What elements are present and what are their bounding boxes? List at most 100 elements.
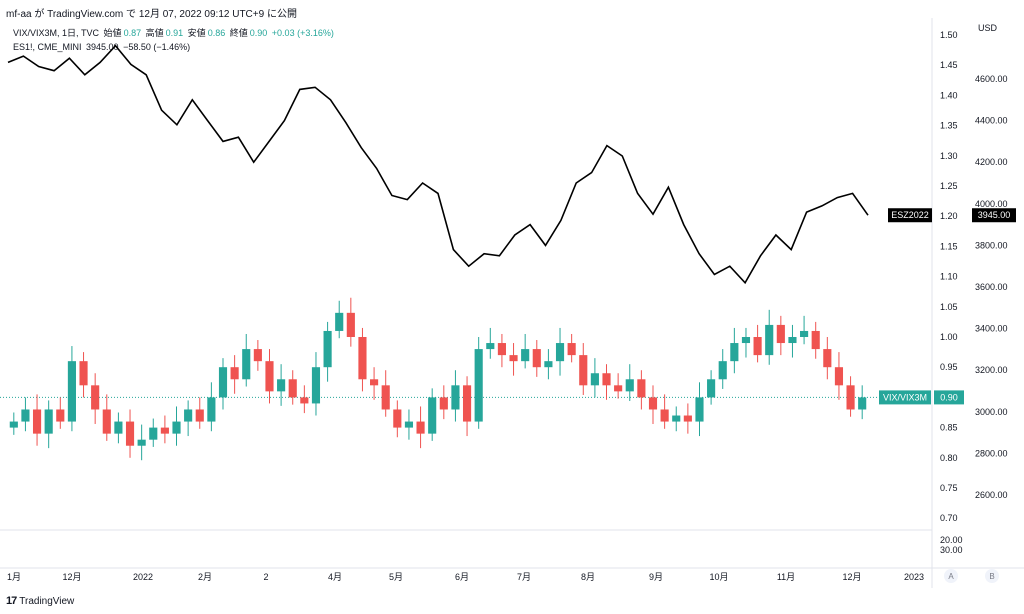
- candle-body: [404, 421, 414, 428]
- candle-body: [590, 373, 599, 386]
- candle-body: [195, 409, 204, 422]
- candle-body: [718, 361, 727, 380]
- footer-brand-name: TradingView: [19, 595, 75, 607]
- candle-body: [451, 385, 460, 410]
- usd-tick-label: 3600.00: [975, 282, 1008, 292]
- tradingview-logo-icon: 17: [6, 595, 17, 607]
- time-tick-label: 1月: [7, 572, 21, 582]
- time-axis: 1月 12月 2022 2月 2 4月 5月 6月 7月 8月 9月 10月 11月 12月 2023 A B: [7, 569, 999, 583]
- candle-body: [230, 367, 239, 380]
- time-tick-label: 10月: [709, 572, 728, 582]
- candle-body: [858, 397, 867, 410]
- pane-borders: [0, 18, 1024, 588]
- time-tick-label: 8月: [581, 572, 595, 582]
- ratio-tick-label: 1.20: [940, 211, 958, 221]
- candle-body: [21, 409, 30, 422]
- candle-body: [544, 361, 553, 368]
- candle-body: [160, 427, 169, 434]
- candle-body: [474, 349, 483, 422]
- usd-tick-label: 3400.00: [975, 324, 1008, 334]
- time-tick-label: 11月: [777, 572, 795, 582]
- candle-body: [637, 379, 646, 398]
- candle-body: [753, 337, 762, 356]
- candle-body: [218, 367, 228, 398]
- ratio-sub-tick-label: 20.00: [940, 535, 963, 545]
- last-value-labels: VIX/VIX3M 0.90 ESZ2022 3945.00: [879, 208, 1016, 405]
- usd-tick-label: 3000.00: [975, 407, 1008, 417]
- ratio-axis: 1.50 1.45 1.40 1.35 1.30 1.25 1.20 1.15 1.10 1.05…: [940, 30, 963, 555]
- candle-body: [521, 349, 530, 362]
- chart-caption: mf-aa が TradingView.com で 12月 07, 2022 0…: [6, 9, 297, 20]
- candle-body: [149, 427, 158, 440]
- candle-body: [648, 397, 658, 410]
- candle-body: [811, 330, 820, 350]
- ratio-tick-label: 1.10: [940, 272, 958, 282]
- usd-tick-label: 4600.00: [975, 74, 1008, 84]
- ratio-tick-label: 0.85: [940, 423, 958, 433]
- vix-symbol-label: VIX/VIX3M: [883, 392, 927, 402]
- legend-high-label: 高値: [145, 28, 164, 38]
- usd-tick-label: 2800.00: [975, 448, 1008, 458]
- candle-body: [509, 355, 518, 362]
- es-line-series: [7, 44, 869, 285]
- candle-body: [207, 397, 216, 422]
- ratio-sub-tick-label: 30.00: [940, 545, 963, 555]
- candle-body: [788, 337, 797, 344]
- candle-body: [56, 409, 65, 422]
- ratio-tick-label: 1.50: [940, 30, 958, 40]
- usd-tick-label: 2600.00: [975, 490, 1008, 500]
- usd-axis: USD 4600.00 4400.00 4200.00 4000.00 3800.00 36…: [975, 23, 1008, 500]
- legend-low-value: 0.86: [207, 28, 226, 38]
- legend-high-value: 0.91: [165, 28, 184, 38]
- candle-body: [555, 343, 565, 362]
- vix-symbol-label-bg: [879, 390, 931, 405]
- legend-close-value: 0.90: [249, 28, 268, 38]
- usd-tick-label: 4200.00: [975, 157, 1008, 167]
- candle-body: [125, 421, 135, 446]
- ratio-tick-label: 1.45: [940, 60, 958, 70]
- time-tick-label: 2023: [904, 572, 924, 582]
- candle-body: [707, 379, 716, 398]
- candle-body: [265, 361, 274, 392]
- candle-body: [9, 421, 18, 428]
- time-tick-label: 4月: [328, 572, 342, 582]
- ratio-tick-label: 1.05: [940, 302, 958, 312]
- ratio-tick-label: 1.15: [940, 241, 958, 251]
- es-last-value-bg: [972, 208, 1016, 223]
- ratio-tick-label: 0.80: [940, 453, 958, 463]
- es-last-value: 3945.00: [978, 210, 1011, 220]
- candle-body: [323, 330, 332, 368]
- usd-tick-label: 3200.00: [975, 365, 1008, 375]
- candle-body: [683, 415, 692, 422]
- time-tick-label: 6月: [455, 572, 469, 582]
- candle-body: [579, 355, 588, 386]
- legend-es-change: −58.50 (−1.46%): [123, 42, 191, 52]
- candle-body: [602, 373, 611, 386]
- usd-tick-label: 4000.00: [975, 199, 1008, 209]
- vix-candles: [9, 297, 867, 461]
- candle-body: [79, 361, 88, 386]
- candle-body: [846, 385, 855, 410]
- candle-body: [625, 379, 634, 392]
- time-tick-label: 2022: [133, 572, 153, 582]
- candle-body: [823, 349, 832, 368]
- chart-legend: VIX/VIX3M, 1日, TVC 始値 0.87 高値 0.91 安値 0.86 …: [13, 26, 336, 54]
- candle-body: [381, 385, 390, 410]
- usd-unit-label: USD: [978, 23, 998, 33]
- es-symbol-label-bg: [888, 208, 932, 223]
- legend-row-vix-ratio: VIX/VIX3M, 1日, TVC 始値 0.87 高値 0.91 安値 0.86 …: [13, 26, 336, 40]
- candle-body: [614, 385, 623, 392]
- time-tick-label: 9月: [649, 572, 663, 582]
- candle-body: [672, 415, 681, 422]
- ratio-tick-label: 0.95: [940, 362, 958, 372]
- candle-body: [532, 349, 541, 368]
- es-symbol-label: ESZ2022: [891, 210, 929, 220]
- candle-body: [32, 409, 42, 434]
- candle-body: [300, 397, 309, 404]
- candle-body: [335, 312, 344, 331]
- usd-tick-label: 4400.00: [975, 116, 1008, 126]
- candle-body: [660, 409, 669, 422]
- axis-button-label: A: [948, 572, 954, 581]
- candle-body: [137, 439, 146, 446]
